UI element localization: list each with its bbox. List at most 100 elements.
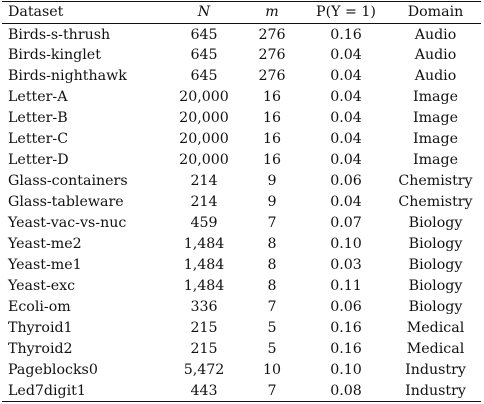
cell-domain: Biology: [408, 235, 463, 252]
cell-dataset: Led7digit1: [2, 380, 166, 402]
cell-p: 0.08: [302, 380, 390, 402]
cell-dataset: Birds-kinglet: [8, 46, 101, 63]
cell-m: 276: [258, 46, 286, 63]
table-row: Glass-tableware 214 9 0.04 Chemistry: [2, 192, 481, 213]
cell-n: 214: [190, 193, 218, 210]
cell-m: 16: [262, 88, 282, 105]
cell-dataset: Glass-containers: [8, 172, 128, 189]
cell-p: 0.07: [330, 214, 362, 231]
header-n: N: [166, 1, 242, 24]
cell-n: 215: [190, 319, 218, 336]
cell-p: 0.16: [330, 319, 362, 336]
table-row: Birds-nighthawk 645 276 0.04 Audio: [2, 66, 481, 87]
cell-n: 1,484: [183, 256, 225, 273]
cell-dataset: Thyroid2: [8, 340, 73, 357]
cell-domain: Biology: [408, 214, 463, 231]
cell-domain: Medical: [406, 340, 465, 357]
cell-dataset: Letter-C: [8, 130, 69, 147]
cell-dataset: Letter-A: [8, 88, 68, 105]
cell-p: 0.16: [330, 27, 362, 44]
cell-dataset: Glass-tableware: [8, 193, 124, 210]
cell-n: 1,484: [183, 277, 225, 294]
table-body: Birds-s-thrush 645 276 0.16 Audio Birds-kingl…: [2, 24, 481, 402]
cell-n: 336: [190, 298, 218, 315]
table-row: Yeast-me1 1,484 8 0.03 Biology: [2, 255, 481, 276]
cell-n: 214: [190, 172, 218, 189]
cell-domain: Audio: [414, 46, 457, 63]
table-row: Birds-kinglet 645 276 0.04 Audio: [2, 45, 481, 66]
cell-m: 7: [267, 214, 277, 231]
cell-m: 16: [262, 109, 282, 126]
cell-m: 7: [242, 380, 302, 402]
table-row: Letter-C 20,000 16 0.04 Image: [2, 129, 481, 150]
cell-n: 20,000: [179, 88, 229, 105]
cell-p: 0.04: [330, 109, 362, 126]
cell-domain: Audio: [414, 67, 457, 84]
cell-m: 276: [258, 27, 286, 44]
table-row: Yeast-vac-vs-nuc 459 7 0.07 Biology: [2, 213, 481, 234]
table-row: Yeast-exc 1,484 8 0.11 Biology: [2, 276, 481, 297]
cell-m: 16: [262, 151, 282, 168]
cell-p: 0.10: [330, 361, 362, 378]
cell-n: 5,472: [183, 361, 225, 378]
cell-domain: Image: [413, 151, 458, 168]
header-p: P(Y = 1): [302, 1, 390, 24]
cell-n: 459: [190, 214, 218, 231]
cell-n: 215: [190, 340, 218, 357]
cell-m: 7: [267, 298, 277, 315]
table-row: Thyroid2 215 5 0.16 Medical: [2, 339, 481, 360]
cell-n: 1,484: [183, 235, 225, 252]
cell-m: 5: [267, 319, 277, 336]
cell-dataset: Letter-B: [8, 109, 68, 126]
header-domain: Domain: [390, 1, 481, 24]
cell-dataset: Ecoli-om: [8, 298, 71, 315]
cell-domain: Industry: [405, 361, 466, 378]
cell-p: 0.04: [330, 88, 362, 105]
cell-m: 9: [267, 172, 277, 189]
cell-dataset: Letter-D: [8, 151, 69, 168]
table-row: Glass-containers 214 9 0.06 Chemistry: [2, 171, 481, 192]
cell-m: 16: [262, 130, 282, 147]
cell-domain: Industry: [390, 380, 481, 402]
cell-domain: Chemistry: [398, 193, 473, 210]
cell-m: 5: [267, 340, 277, 357]
cell-dataset: Thyroid1: [8, 319, 73, 336]
cell-n: 645: [190, 27, 218, 44]
table-row: Letter-A 20,000 16 0.04 Image: [2, 87, 481, 108]
cell-m: 9: [267, 193, 277, 210]
cell-m: 10: [262, 361, 282, 378]
cell-dataset: Birds-s-thrush: [8, 27, 111, 44]
cell-n: 645: [190, 46, 218, 63]
table-row: Thyroid1 215 5 0.16 Medical: [2, 318, 481, 339]
cell-p: 0.06: [330, 298, 362, 315]
cell-n: 20,000: [179, 109, 229, 126]
cell-domain: Biology: [408, 298, 463, 315]
cell-domain: Chemistry: [398, 172, 473, 189]
cell-p: 0.04: [330, 130, 362, 147]
cell-p: 0.04: [330, 193, 362, 210]
table-row: Led7digit1 443 7 0.08 Industry: [2, 380, 481, 402]
cell-p: 0.04: [330, 46, 362, 63]
cell-p: 0.06: [330, 172, 362, 189]
cell-m: 8: [267, 277, 277, 294]
cell-domain: Medical: [406, 319, 465, 336]
cell-p: 0.11: [330, 277, 362, 294]
table-row: Yeast-me2 1,484 8 0.10 Biology: [2, 234, 481, 255]
table-row: Letter-D 20,000 16 0.04 Image: [2, 150, 481, 171]
cell-dataset: Yeast-exc: [8, 277, 76, 294]
header-dataset: Dataset: [2, 1, 166, 24]
cell-n: 645: [190, 67, 218, 84]
cell-dataset: Yeast-vac-vs-nuc: [8, 214, 127, 231]
header-m: m: [242, 1, 302, 24]
cell-m: 8: [267, 235, 277, 252]
cell-m: 276: [258, 67, 286, 84]
cell-domain: Audio: [414, 27, 457, 44]
table-row: Pageblocks0 5,472 10 0.10 Industry: [2, 360, 481, 381]
cell-domain: Image: [413, 130, 458, 147]
cell-m: 8: [267, 256, 277, 273]
table-row: Letter-B 20,000 16 0.04 Image: [2, 108, 481, 129]
table-row: Ecoli-om 336 7 0.06 Biology: [2, 297, 481, 318]
cell-p: 0.03: [330, 256, 362, 273]
